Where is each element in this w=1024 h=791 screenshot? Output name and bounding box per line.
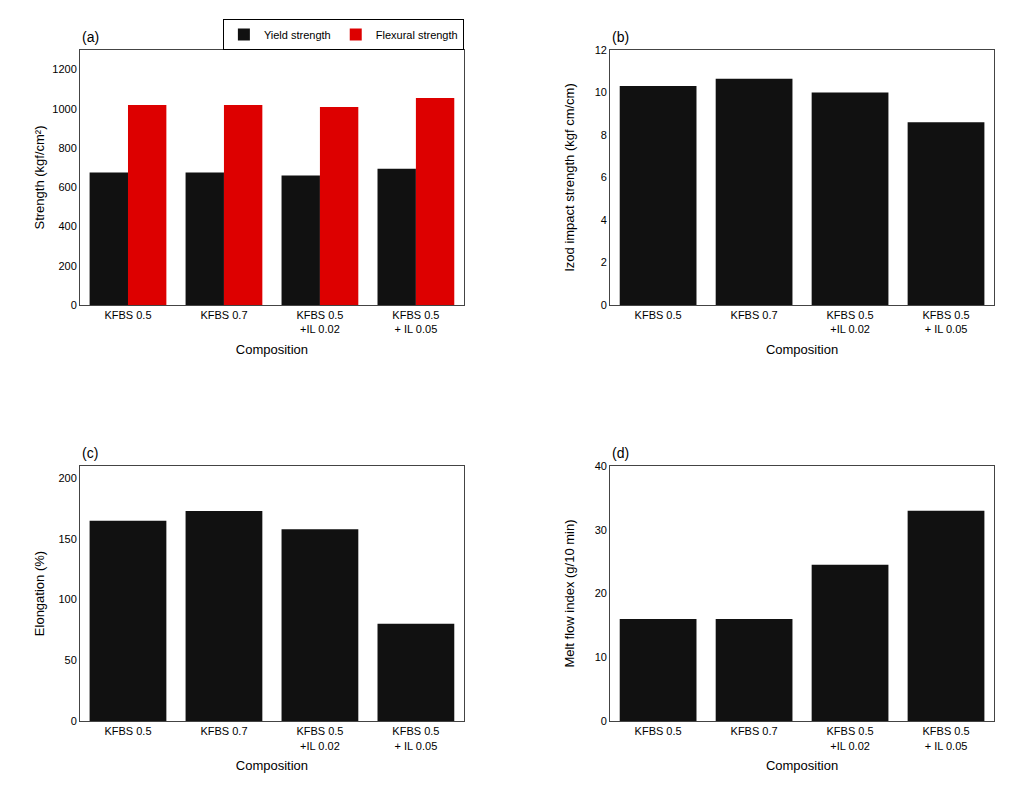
svg-text:Composition: Composition — [766, 342, 838, 357]
svg-text:150: 150 — [58, 533, 76, 545]
svg-text:0: 0 — [601, 299, 607, 311]
svg-text:Yield strength: Yield strength — [264, 29, 331, 41]
svg-text:200: 200 — [58, 472, 76, 484]
svg-text:8: 8 — [601, 129, 607, 141]
svg-text:12: 12 — [595, 44, 607, 56]
svg-text:20: 20 — [595, 587, 607, 599]
svg-text:2: 2 — [601, 256, 607, 268]
svg-text:Composition: Composition — [766, 758, 838, 773]
svg-text:600: 600 — [58, 181, 76, 193]
svg-text:(b): (b) — [612, 29, 629, 45]
svg-text:Composition: Composition — [236, 342, 308, 357]
svg-text:0: 0 — [71, 715, 77, 727]
svg-text:KFBS 0.7: KFBS 0.7 — [731, 309, 778, 321]
svg-text:KFBS 0.7: KFBS 0.7 — [200, 309, 247, 321]
svg-text:1200: 1200 — [52, 63, 76, 75]
svg-text:KFBS 0.5: KFBS 0.5 — [104, 309, 151, 321]
svg-text:KFBS 0.5+ IL 0.05: KFBS 0.5+ IL 0.05 — [392, 725, 439, 751]
svg-text:Flexural strength: Flexural strength — [376, 29, 458, 41]
svg-text:KFBS 0.7: KFBS 0.7 — [200, 725, 247, 737]
svg-text:KFBS 0.5+IL 0.02: KFBS 0.5+IL 0.02 — [296, 725, 343, 751]
svg-text:200: 200 — [58, 260, 76, 272]
svg-text:Izod impact strength (kgf cm/c: Izod impact strength (kgf cm/cm) — [562, 83, 577, 272]
svg-text:1000: 1000 — [52, 103, 76, 115]
svg-text:KFBS 0.7: KFBS 0.7 — [731, 725, 778, 737]
svg-text:0: 0 — [71, 299, 77, 311]
svg-text:KFBS 0.5: KFBS 0.5 — [635, 309, 682, 321]
svg-text:KFBS 0.5+ IL 0.05: KFBS 0.5+ IL 0.05 — [922, 309, 969, 335]
svg-text:Melt flow index (g/10 min): Melt flow index (g/10 min) — [562, 519, 577, 667]
svg-text:KFBS 0.5+IL 0.02: KFBS 0.5+IL 0.02 — [296, 309, 343, 335]
svg-text:KFBS 0.5+ IL 0.05: KFBS 0.5+ IL 0.05 — [922, 725, 969, 751]
svg-text:Elongation (%): Elongation (%) — [32, 551, 47, 636]
svg-text:(a): (a) — [82, 29, 99, 45]
svg-text:KFBS 0.5+IL 0.02: KFBS 0.5+IL 0.02 — [827, 725, 874, 751]
svg-text:(d): (d) — [612, 445, 629, 461]
svg-text:800: 800 — [58, 142, 76, 154]
svg-text:6: 6 — [601, 171, 607, 183]
svg-text:10: 10 — [595, 86, 607, 98]
svg-text:100: 100 — [58, 593, 76, 605]
svg-text:30: 30 — [595, 524, 607, 536]
svg-text:Strength (kgf/cm²): Strength (kgf/cm²) — [32, 125, 47, 229]
svg-text:50: 50 — [65, 654, 77, 666]
svg-text:KFBS 0.5+ IL 0.05: KFBS 0.5+ IL 0.05 — [392, 309, 439, 335]
svg-text:400: 400 — [58, 220, 76, 232]
svg-text:4: 4 — [601, 214, 607, 226]
svg-text:(c): (c) — [82, 445, 98, 461]
svg-text:KFBS 0.5: KFBS 0.5 — [104, 725, 151, 737]
svg-text:Composition: Composition — [236, 758, 308, 773]
svg-text:40: 40 — [595, 460, 607, 472]
svg-text:0: 0 — [601, 715, 607, 727]
svg-text:10: 10 — [595, 651, 607, 663]
svg-text:KFBS 0.5: KFBS 0.5 — [635, 725, 682, 737]
svg-text:KFBS 0.5+IL 0.02: KFBS 0.5+IL 0.02 — [827, 309, 874, 335]
